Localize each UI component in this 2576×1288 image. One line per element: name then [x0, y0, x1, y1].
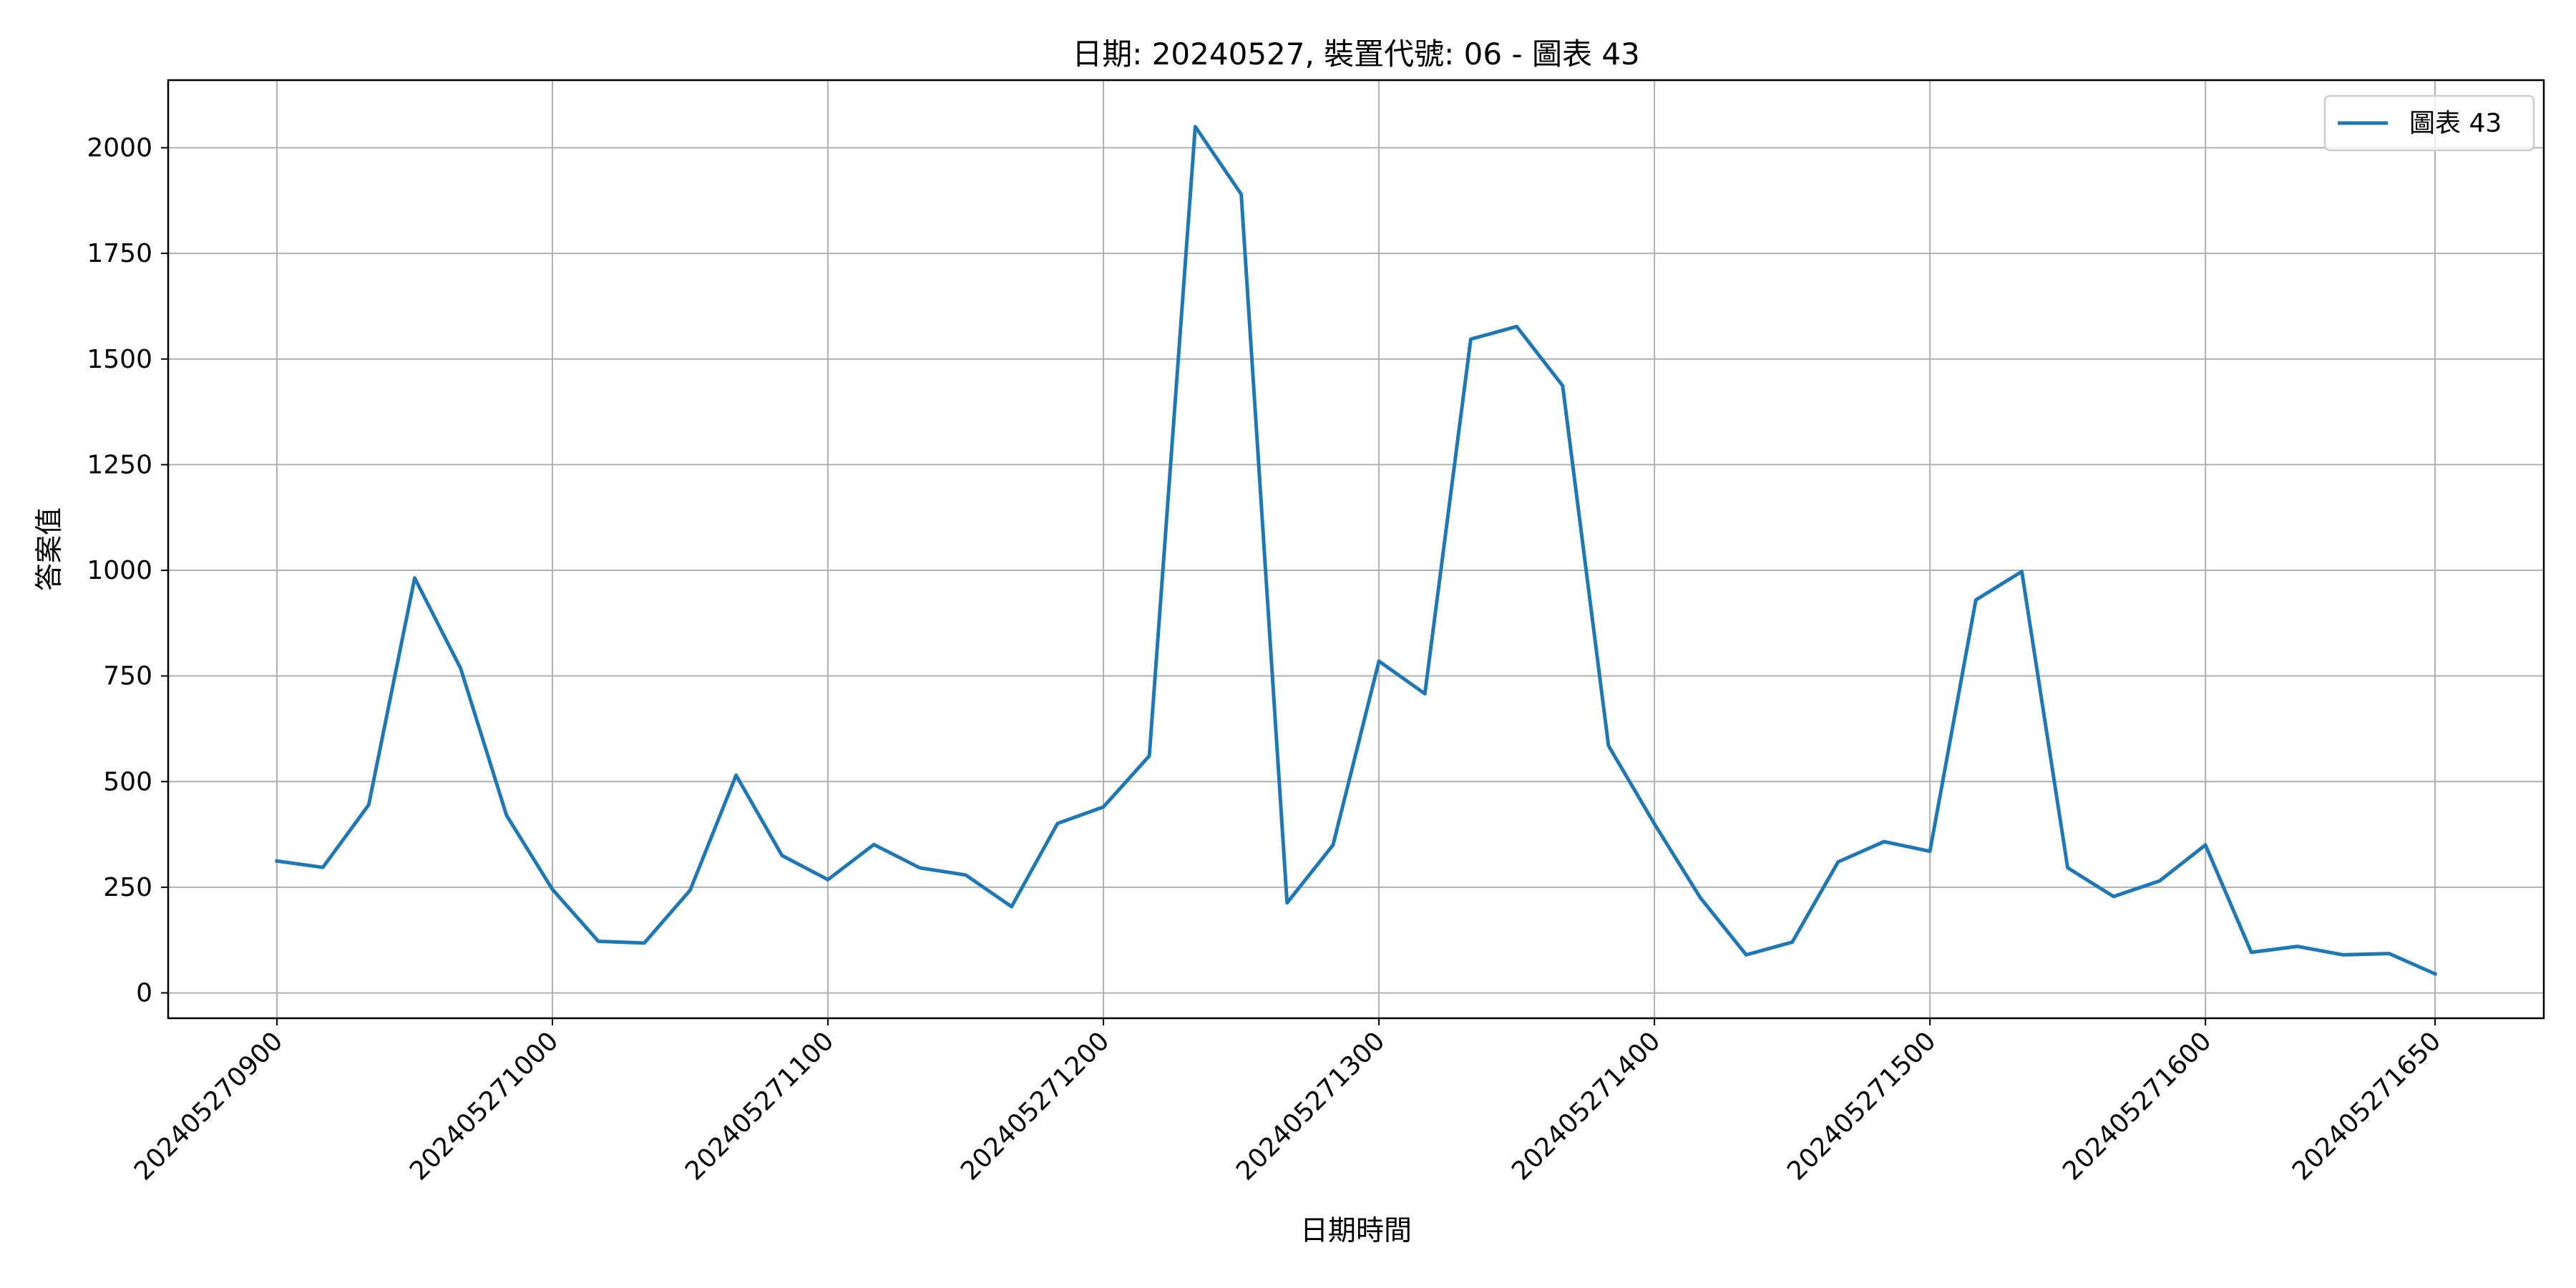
- data-point: [1836, 860, 1840, 864]
- data-point: [366, 803, 371, 807]
- data-point: [459, 666, 463, 670]
- data-point: [1377, 659, 1381, 663]
- series-layer: [275, 125, 2438, 977]
- data-point: [872, 842, 876, 847]
- chart-title: 日期: 20240527, 裝置代號: 06 - 圖表 43: [1072, 36, 1640, 72]
- data-point: [275, 859, 279, 863]
- data-point: [1423, 692, 1427, 696]
- data-point: [1193, 125, 1197, 129]
- data-point: [1606, 743, 1611, 748]
- series-line: [275, 125, 2438, 977]
- data-point: [1331, 843, 1335, 847]
- data-point: [780, 854, 784, 858]
- data-point: [1515, 324, 1519, 328]
- y-axis-label: 答案值: [34, 507, 66, 591]
- data-point: [2203, 843, 2207, 847]
- data-point: [413, 576, 417, 580]
- data-point: [917, 866, 922, 870]
- data-point: [596, 940, 600, 944]
- data-point: [964, 873, 968, 877]
- legend-label: 圖表 43: [2409, 109, 2502, 138]
- data-point: [2387, 952, 2391, 956]
- y-tick-label: 0: [136, 979, 152, 1008]
- y-tick-label: 1250: [87, 450, 152, 479]
- data-point: [1561, 384, 1565, 388]
- data-point: [1744, 952, 1748, 957]
- y-axis: 0 250 500 750 1000 1250 1500 1750 2000: [87, 133, 168, 1008]
- data-point: [2249, 950, 2253, 955]
- data-point: [2020, 570, 2024, 574]
- data-point: [2296, 945, 2300, 949]
- data-point: [642, 941, 646, 945]
- data-point: [1147, 753, 1151, 758]
- data-point: [1239, 192, 1244, 196]
- y-tick-label: 250: [103, 873, 152, 902]
- data-point: [2112, 894, 2116, 899]
- data-point: [550, 887, 555, 892]
- data-point: [1790, 940, 1795, 945]
- y-tick-label: 750: [103, 662, 152, 691]
- y-tick-label: 1500: [87, 345, 152, 374]
- grid: [168, 80, 2544, 1018]
- data-point: [2157, 879, 2162, 883]
- data-point: [1468, 337, 1473, 341]
- data-point: [1055, 821, 1060, 826]
- data-point: [1974, 597, 1978, 602]
- data-point: [688, 888, 693, 892]
- data-point: [1010, 904, 1014, 909]
- x-axis-label: 日期時間: [1300, 1215, 1412, 1247]
- data-point: [1882, 839, 1886, 844]
- y-tick-label: 500: [103, 767, 152, 796]
- data-point: [826, 877, 830, 882]
- data-point: [504, 814, 509, 818]
- data-point: [2433, 972, 2437, 976]
- data-point: [2341, 952, 2346, 957]
- data-point: [321, 865, 325, 869]
- y-tick-label: 2000: [87, 133, 152, 162]
- data-point: [2066, 866, 2070, 870]
- y-tick-label: 1000: [87, 556, 152, 585]
- legend: 圖表 43: [2323, 94, 2535, 152]
- data-point: [1285, 901, 1289, 905]
- data-point: [1101, 805, 1106, 809]
- data-point: [734, 773, 738, 777]
- plot-frame: [167, 79, 2545, 1020]
- data-point: [1698, 896, 1702, 900]
- data-point: [1928, 849, 1932, 854]
- y-tick-label: 1750: [87, 239, 152, 268]
- data-point: [1652, 821, 1657, 826]
- legend-box: [2323, 94, 2535, 152]
